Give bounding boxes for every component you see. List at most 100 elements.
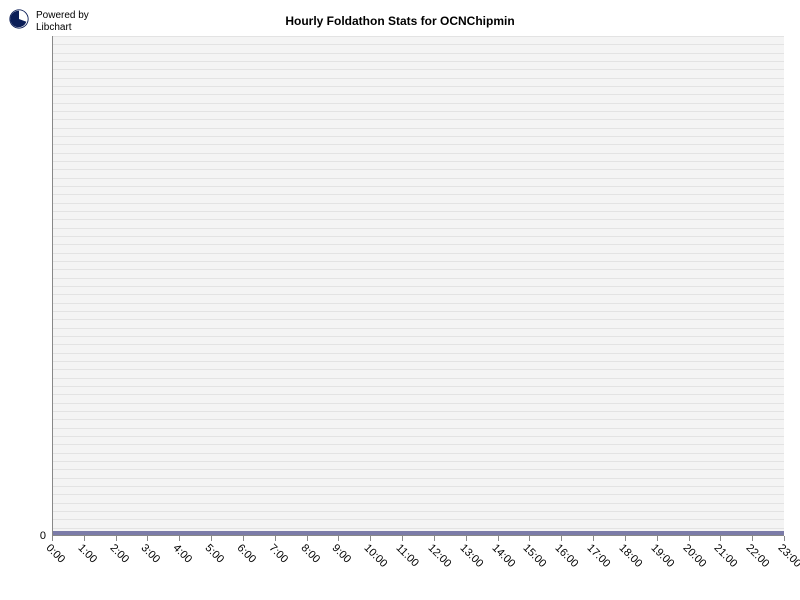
chart-area: 00:001:002:003:004:005:006:007:008:009:0… [52,36,784,536]
gridline [53,69,784,70]
gridline [53,478,784,479]
x-tick-mark [275,536,276,541]
gridline [53,294,784,295]
baseline-bar [53,531,784,535]
gridline [53,228,784,229]
gridline [53,136,784,137]
x-tick-label: 13:00 [457,542,485,570]
x-tick-mark [689,536,690,541]
gridline [53,519,784,520]
x-tick-mark [752,536,753,541]
gridline [53,503,784,504]
x-tick-label: 11:00 [394,542,421,569]
gridline [53,261,784,262]
gridline [53,86,784,87]
gridline [53,253,784,254]
gridline [53,486,784,487]
x-tick-label: 10:00 [362,542,390,570]
x-tick-mark [529,536,530,541]
gridline [53,394,784,395]
x-tick-label: 1:00 [75,542,99,566]
x-tick-mark [243,536,244,541]
gridline [53,103,784,104]
gridline [53,44,784,45]
x-tick-label: 2:00 [107,542,131,566]
gridline [53,303,784,304]
gridline [53,194,784,195]
x-tick-label: 16:00 [553,542,581,570]
x-tick-label: 3:00 [139,542,163,566]
gridline [53,469,784,470]
x-tick-mark [179,536,180,541]
gridline [53,286,784,287]
x-tick-mark [116,536,117,541]
gridline [53,211,784,212]
gridline [53,361,784,362]
x-tick-mark [498,536,499,541]
x-tick-mark [370,536,371,541]
gridline [53,278,784,279]
gridline [53,269,784,270]
gridline [53,178,784,179]
gridline [53,419,784,420]
gridline [53,61,784,62]
gridline [53,336,784,337]
x-tick-label: 20:00 [680,542,708,570]
gridline [53,511,784,512]
x-tick-mark [625,536,626,541]
x-tick-mark [784,536,785,541]
x-tick-label: 21:00 [712,542,740,570]
gridline [53,219,784,220]
plot-area [52,36,784,536]
x-tick-label: 17:00 [585,542,613,570]
x-tick-label: 12:00 [425,542,453,570]
gridline [53,53,784,54]
chart-page: Powered by Libchart Hourly Foldathon Sta… [0,0,800,600]
x-tick-label: 23:00 [776,542,800,570]
gridline [53,311,784,312]
gridline [53,128,784,129]
gridline [53,244,784,245]
x-tick-mark [561,536,562,541]
gridline [53,186,784,187]
x-tick-label: 15:00 [521,542,549,570]
x-tick-mark [593,536,594,541]
gridline [53,94,784,95]
gridline [53,236,784,237]
chart-title: Hourly Foldathon Stats for OCNChipmin [0,14,800,28]
x-tick-mark [338,536,339,541]
gridline [53,144,784,145]
plot-background [53,36,784,535]
gridline [53,153,784,154]
gridline [53,453,784,454]
gridline [53,344,784,345]
gridline [53,378,784,379]
gridline [53,36,784,37]
x-tick-label: 19:00 [648,542,676,570]
x-tick-label: 9:00 [330,542,354,566]
gridline [53,161,784,162]
gridline [53,386,784,387]
gridline [53,411,784,412]
gridline [53,353,784,354]
x-tick-mark [402,536,403,541]
x-tick-mark [466,536,467,541]
x-tick-mark [211,536,212,541]
gridline [53,319,784,320]
gridline [53,436,784,437]
x-tick-mark [434,536,435,541]
x-tick-label: 5:00 [203,542,227,566]
x-tick-label: 7:00 [266,542,290,566]
gridline [53,328,784,329]
gridline [53,203,784,204]
gridline [53,444,784,445]
x-tick-mark [657,536,658,541]
x-tick-mark [720,536,721,541]
x-tick-mark [84,536,85,541]
x-tick-label: 4:00 [171,542,195,566]
x-tick-label: 8:00 [298,542,322,566]
gridline [53,494,784,495]
gridline [53,78,784,79]
x-tick-mark [147,536,148,541]
gridline [53,169,784,170]
